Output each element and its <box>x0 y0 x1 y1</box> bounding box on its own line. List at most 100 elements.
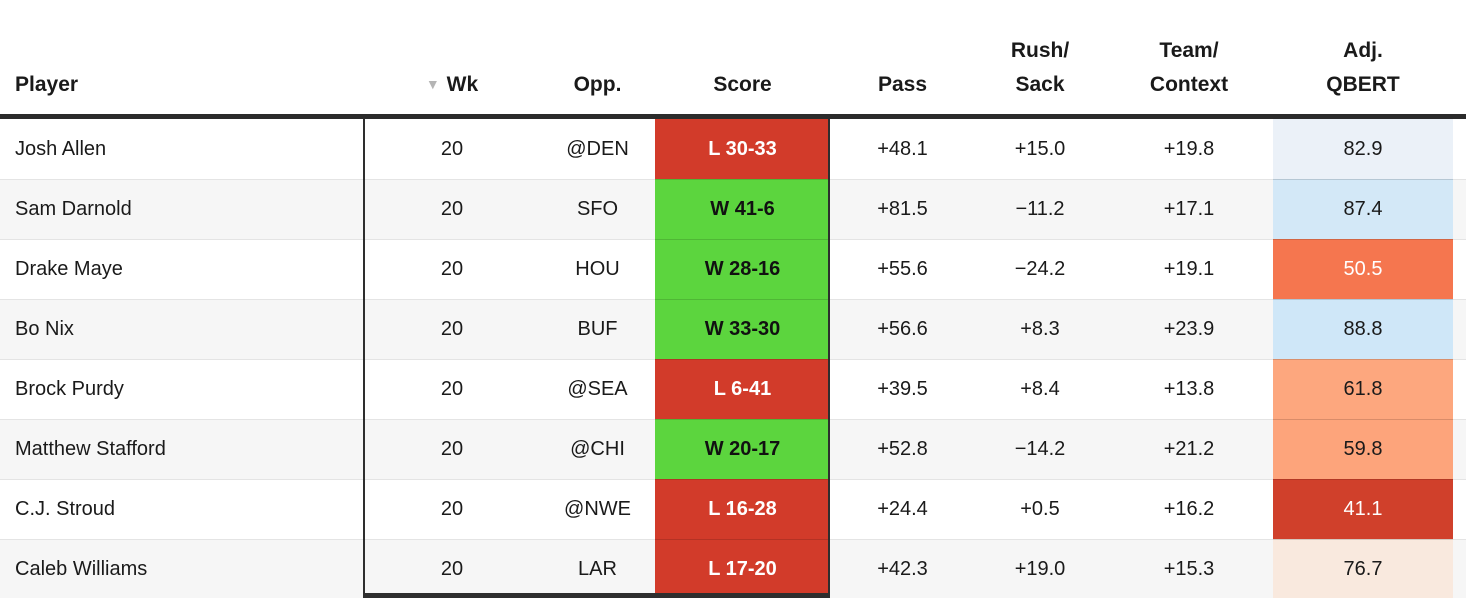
table-row: Sam Darnold 20 SFO W 41-6 +81.5 −11.2 +1… <box>0 179 1466 239</box>
player-cell: Josh Allen <box>15 137 107 160</box>
score-pill: W 20-17 <box>655 419 830 479</box>
team-context-cell: +13.8 <box>1105 359 1273 419</box>
opponent-cell: HOU <box>540 239 655 299</box>
header-cell-pass[interactable]: Pass <box>830 0 975 114</box>
qbert-cell: 87.4 <box>1273 179 1466 239</box>
player-cell: Brock Purdy <box>0 359 364 419</box>
player-cell: Sam Darnold <box>0 179 364 239</box>
header-label: QBERT <box>1326 72 1400 96</box>
qbert-cell: 61.8 <box>1273 359 1466 419</box>
header-label: Context <box>1149 72 1229 96</box>
pass-cell: +42.3 <box>830 539 975 598</box>
sort-arrow-icon: ▼ <box>425 75 440 92</box>
score-pill: W 41-6 <box>655 179 830 239</box>
header-cell-qbert[interactable]: Adj. QBERT <box>1273 0 1466 114</box>
score-cell: W 20-17 <box>655 419 830 479</box>
pass-cell: +81.5 <box>830 179 975 239</box>
table-row: Bo Nix 20 BUF W 33-30 +56.6 +8.3 +23.9 8… <box>0 299 1466 359</box>
player-cell: Matthew Stafford <box>0 419 364 479</box>
score-pill: W 33-30 <box>655 299 830 359</box>
team-context-cell: +23.9 <box>1105 299 1273 359</box>
score-pill: L 30-33 <box>655 119 830 179</box>
header-label: Wk <box>446 72 479 96</box>
week-cell: 20 <box>364 359 540 419</box>
team-context-cell: +17.1 <box>1105 179 1273 239</box>
pass-cell: +24.4 <box>830 479 975 539</box>
qbert-cell: 88.8 <box>1273 299 1466 359</box>
week-cell: 20 <box>364 479 540 539</box>
header-label-line1: Adj. <box>1343 38 1383 62</box>
team-context-cell: +19.1 <box>1105 239 1273 299</box>
week-cell: 20 <box>440 137 464 160</box>
score-pill: L 16-28 <box>655 479 830 539</box>
player-cell: Drake Maye <box>0 239 364 299</box>
header-row: Player ▼ Wk Opp. Score Pass Rush/ Sack <box>0 0 1466 119</box>
header-cell-rush_sack[interactable]: Rush/ Sack <box>975 0 1105 114</box>
opponent-cell: LAR <box>540 539 655 598</box>
qbert-cell-block: 50.5 <box>1273 239 1453 299</box>
week-cell: 20 <box>364 419 540 479</box>
rush-sack-cell: −11.2 <box>975 179 1105 239</box>
table-row: Caleb Williams 20 LAR L 17-20 +42.3 +19.… <box>0 539 1466 598</box>
table-body: Josh Allen 20 @DEN L 30-33 +48.1 +15.0 +… <box>0 119 1466 598</box>
team-context-cell: +16.2 <box>1105 479 1273 539</box>
score-cell: L 16-28 <box>655 479 830 539</box>
table-row: Drake Maye 20 HOU W 28-16 +55.6 −24.2 +1… <box>0 239 1466 299</box>
rush-sack-cell: +19.0 <box>975 539 1105 598</box>
team-context-cell: +19.8 <box>1163 137 1215 160</box>
qbert-cell-block: 88.8 <box>1273 299 1453 359</box>
table-row: C.J. Stroud 20 @NWE L 16-28 +24.4 +0.5 +… <box>0 479 1466 539</box>
rush-sack-cell: +8.3 <box>975 299 1105 359</box>
table-row: Josh Allen 20 @DEN L 30-33 +48.1 +15.0 +… <box>0 119 1466 179</box>
week-cell: 20 <box>364 539 540 598</box>
score-cell: W 28-16 <box>655 239 830 299</box>
score-cell: L 30-33 <box>655 119 830 179</box>
header-label: Player <box>15 72 79 96</box>
pass-cell: +52.8 <box>830 419 975 479</box>
qbert-cell-block: 59.8 <box>1273 419 1453 479</box>
score-pill: L 6-41 <box>655 359 830 419</box>
rush-sack-cell: +15.0 <box>1014 137 1066 160</box>
header-cell-player[interactable]: Player <box>0 0 364 114</box>
team-context-cell: +21.2 <box>1105 419 1273 479</box>
header-label: Pass <box>877 72 928 96</box>
header-cell-wk[interactable]: ▼ Wk <box>364 0 540 114</box>
header-label: Opp. <box>573 72 622 96</box>
qbert-cell-block: 76.7 <box>1273 539 1453 598</box>
qbert-cell-block: 87.4 <box>1273 179 1453 239</box>
player-cell: Caleb Williams <box>0 539 364 598</box>
score-cell: W 41-6 <box>655 179 830 239</box>
opponent-cell: @SEA <box>540 359 655 419</box>
header-cell-opp[interactable]: Opp. <box>540 0 655 114</box>
opponent-cell: @NWE <box>540 479 655 539</box>
qbert-cell-block: 41.1 <box>1273 479 1453 539</box>
score-pill: L 17-20 <box>655 539 830 598</box>
qbert-cell: 59.8 <box>1273 419 1466 479</box>
qbert-cell-block: 82.9 <box>1273 119 1453 179</box>
pass-cell: +39.5 <box>830 359 975 419</box>
week-cell: 20 <box>364 179 540 239</box>
header-label-line1: Rush/ <box>1010 38 1070 62</box>
header-cell-team_context[interactable]: Team/ Context <box>1105 0 1273 114</box>
opponent-cell: SFO <box>540 179 655 239</box>
pass-cell: +55.6 <box>830 239 975 299</box>
team-context-cell: +15.3 <box>1105 539 1273 598</box>
qbert-cell: 41.1 <box>1273 479 1466 539</box>
rush-sack-cell: −14.2 <box>975 419 1105 479</box>
table-row: Matthew Stafford 20 @CHI W 20-17 +52.8 −… <box>0 419 1466 479</box>
pass-cell: +56.6 <box>830 299 975 359</box>
week-cell: 20 <box>364 239 540 299</box>
rush-sack-cell: +8.4 <box>975 359 1105 419</box>
qbert-cell: 50.5 <box>1273 239 1466 299</box>
table-row: Brock Purdy 20 @SEA L 6-41 +39.5 +8.4 +1… <box>0 359 1466 419</box>
opponent-cell: @DEN <box>566 137 629 160</box>
player-cell: Bo Nix <box>0 299 364 359</box>
header-label-line1: Team/ <box>1159 38 1219 62</box>
header-cell-score[interactable]: Score <box>655 0 830 114</box>
header-label: Score <box>713 72 772 96</box>
score-cell: W 33-30 <box>655 299 830 359</box>
player-cell: C.J. Stroud <box>0 479 364 539</box>
qbert-cell: 76.7 <box>1273 539 1466 598</box>
rush-sack-cell: +0.5 <box>975 479 1105 539</box>
